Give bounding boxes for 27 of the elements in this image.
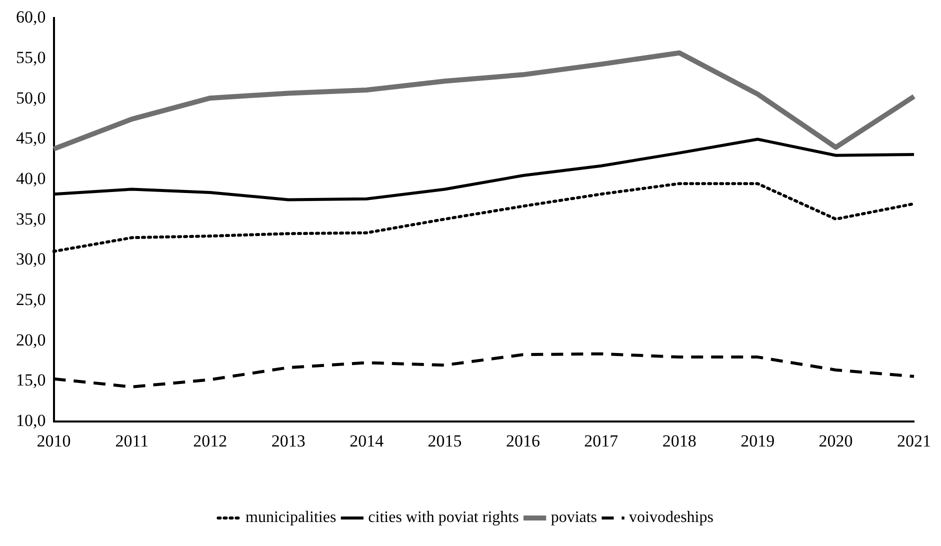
legend-label: municipalities	[246, 509, 336, 526]
y-tick-label: 15,0	[16, 370, 46, 390]
y-tick-label: 40,0	[16, 169, 46, 188]
legend-label: cities with poviat rights	[368, 509, 519, 526]
y-tick-label: 10,0	[16, 411, 46, 430]
legend-label: voivodeships	[629, 509, 714, 526]
x-tick-label: 2013	[271, 431, 306, 450]
y-tick-label: 45,0	[16, 128, 46, 148]
y-tick-label: 60,0	[16, 8, 46, 27]
legend-label: poviats	[550, 509, 598, 526]
x-tick-label: 2021	[897, 431, 931, 450]
x-tick-label: 2016	[506, 431, 540, 450]
y-tick-label: 55,0	[16, 48, 46, 68]
y-tick-label: 50,0	[16, 88, 46, 108]
y-tick-label: 25,0	[16, 290, 46, 310]
x-tick-label: 2018	[662, 431, 696, 450]
x-tick-label: 2012	[193, 431, 228, 450]
x-tick-label: 2020	[818, 431, 853, 450]
x-tick-label: 2010	[36, 431, 71, 450]
x-tick-label: 2014	[350, 431, 384, 450]
y-tick-label: 20,0	[16, 330, 46, 350]
y-tick-label: 35,0	[16, 209, 46, 228]
x-tick-label: 2011	[115, 431, 149, 450]
x-tick-label: 2015	[428, 431, 462, 450]
x-tick-label: 2017	[584, 431, 619, 450]
y-tick-label: 30,0	[16, 250, 46, 269]
x-tick-label: 2019	[740, 431, 775, 450]
